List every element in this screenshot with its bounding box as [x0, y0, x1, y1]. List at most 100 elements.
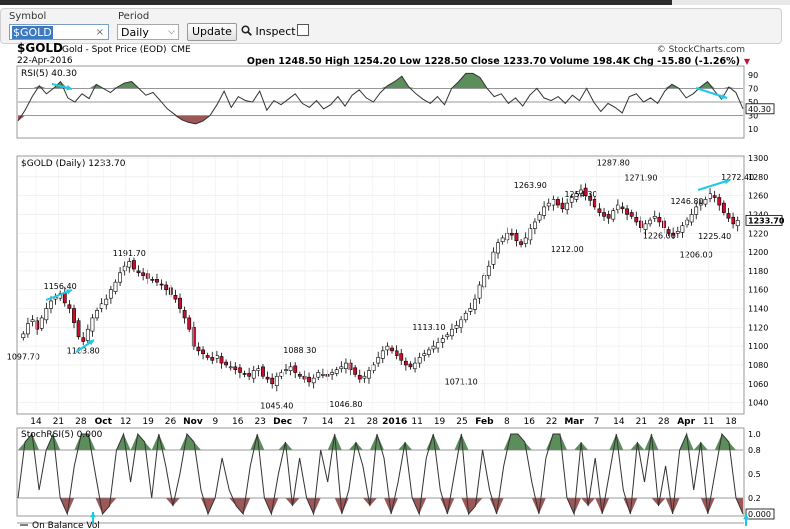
rsi-overbought-area [18, 73, 743, 89]
x-tick-label: 25 [456, 417, 467, 427]
last-price-label: 1233.70 [748, 216, 785, 225]
candle-body [671, 232, 676, 236]
price-tick-label: 1080 [748, 361, 768, 370]
candle-body [611, 210, 616, 220]
period-select[interactable]: Daily ⌵ [117, 24, 179, 40]
candle-body [320, 374, 325, 376]
candle-body [132, 260, 136, 270]
x-tick-label: Mar [564, 417, 584, 427]
candle-body [288, 366, 293, 371]
price-tick-label: 1280 [748, 173, 768, 182]
rsi-tick-label: 10 [748, 125, 758, 134]
inspect-toggle[interactable]: Inspect [241, 24, 309, 40]
price-annotation: 1212.00 [551, 245, 584, 254]
candle-body [629, 212, 634, 217]
candle-body [560, 202, 565, 210]
candle-body [689, 214, 694, 223]
candle-body [565, 202, 570, 211]
candle-body [210, 357, 215, 361]
candle-body [127, 261, 132, 268]
st-tick-label: 0.5 [748, 470, 761, 479]
candle-body [201, 349, 205, 354]
candle-body [302, 375, 307, 380]
price-title: $GOLD (Daily) 1233.70 [21, 159, 126, 169]
x-tick-label: 11 [703, 417, 714, 427]
candle-body [150, 279, 155, 281]
candle-body [523, 237, 528, 244]
last-price-box [745, 214, 783, 226]
candle-body [712, 195, 717, 198]
price-tick-label: 1100 [748, 342, 768, 351]
candle-body [509, 232, 514, 236]
price-tick-label: 1060 [748, 380, 768, 389]
update-button[interactable]: Update [187, 23, 237, 41]
candle-body [417, 357, 422, 364]
top-strip [0, 0, 790, 5]
candle-body [76, 320, 81, 338]
x-tick-label: 19 [142, 417, 154, 427]
inspect-label: Inspect [255, 25, 296, 38]
candle-body [67, 304, 72, 309]
price-annotation: 1045.40 [260, 402, 293, 411]
price-tick-label: 1160 [748, 286, 768, 295]
x-tick-label: 8 [504, 417, 510, 427]
candle-body [735, 220, 740, 227]
candle-body [491, 251, 496, 265]
clear-icon[interactable]: × [95, 27, 104, 38]
annotation-arrow-icon [45, 289, 73, 301]
price-annotation: 1246.80 [670, 197, 703, 206]
x-tick-label: 18 [725, 417, 737, 427]
candle-body [602, 212, 606, 217]
price-tick-label: 1240 [748, 210, 768, 219]
candle-body [196, 346, 201, 352]
price-annotation: 1225.40 [698, 232, 731, 241]
candle-body [731, 216, 735, 225]
x-tick-label: 21 [344, 417, 355, 427]
rsi-last-value: 40.30 [748, 105, 771, 114]
change-arrow-icon: ▼ [744, 57, 751, 66]
candle-body [247, 373, 252, 377]
price-annotation: 1088.30 [283, 346, 316, 355]
candle-body [537, 214, 542, 221]
candle-body [459, 319, 464, 328]
candle-body [440, 338, 445, 343]
candle-body [108, 289, 113, 299]
candle-body [21, 333, 26, 338]
rsi-title: RSI(5) 40.30 [21, 69, 77, 79]
candle-body [408, 363, 413, 368]
x-tick-label: Feb [475, 417, 494, 427]
symbol-input[interactable]: $GOLD × [9, 24, 109, 40]
candle-body [81, 337, 86, 342]
top-banner [0, 0, 672, 5]
inspect-checkbox[interactable] [296, 24, 309, 36]
price-annotation: 1271.90 [624, 173, 657, 182]
candle-body [519, 241, 523, 245]
annotation-arrow-icon [51, 83, 73, 91]
candle-body [634, 216, 639, 223]
candle-body [85, 328, 90, 341]
candle-body [698, 202, 703, 206]
x-tick-label: 28 [658, 417, 670, 427]
stochrsi-title: StochRSI(5) 0.000 [21, 430, 103, 440]
x-tick-label: 11 [411, 417, 422, 427]
price-annotation: 1272.40 [721, 173, 754, 182]
candle-body [141, 272, 146, 276]
candle-body [638, 220, 643, 228]
candle-body [588, 196, 593, 201]
x-tick-label: 28 [367, 417, 379, 427]
candle-body [362, 375, 367, 379]
candle-body [556, 199, 560, 206]
candle-body [159, 283, 164, 286]
x-tick-label: 7 [594, 417, 600, 427]
candle-body [546, 202, 551, 207]
candle-body [357, 375, 362, 380]
x-tick-label: 26 [165, 417, 177, 427]
candle-body [583, 187, 588, 196]
rsi-tick-label: 50 [748, 98, 758, 107]
candle-body [49, 300, 53, 309]
candle-body [182, 310, 187, 319]
candle-body [44, 308, 49, 321]
x-tick-label: 28 [75, 417, 87, 427]
x-tick-label: 22 [546, 417, 557, 427]
candle-body [270, 377, 275, 385]
